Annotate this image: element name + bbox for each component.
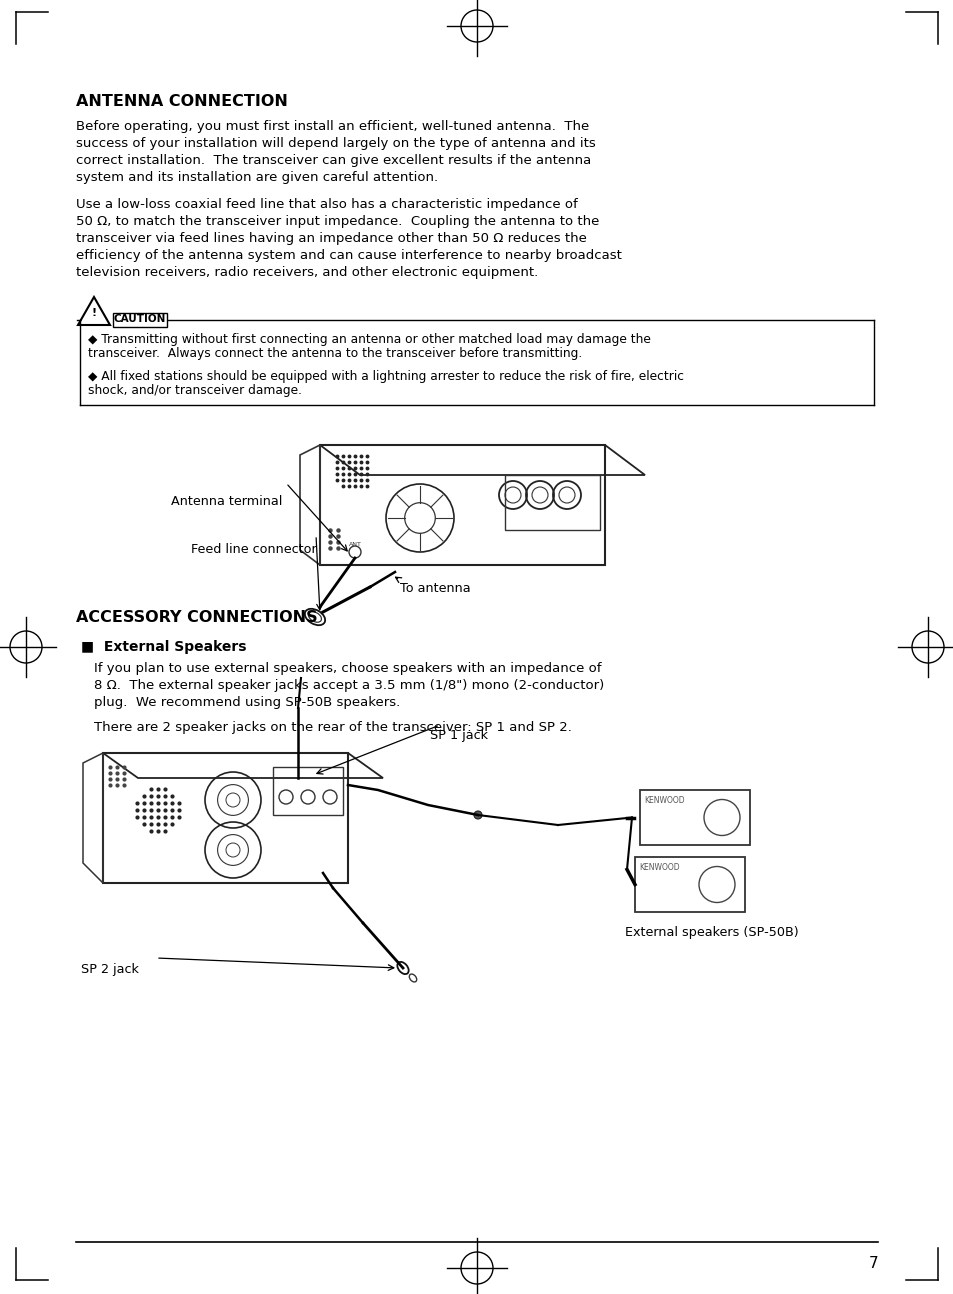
Circle shape	[474, 811, 481, 819]
Bar	[273, 767, 343, 815]
Text: success of your installation will depend largely on the type of antenna and its: success of your installation will depend…	[76, 137, 595, 150]
Bar	[639, 791, 749, 845]
Text: plug.  We recommend using SP-50B speakers.: plug. We recommend using SP-50B speakers…	[94, 696, 400, 709]
Text: shock, and/or transceiver damage.: shock, and/or transceiver damage.	[88, 384, 302, 397]
Bar	[635, 857, 744, 912]
Text: ANT: ANT	[348, 542, 361, 547]
Text: To antenna: To antenna	[399, 582, 470, 595]
Text: KENWOOD: KENWOOD	[639, 863, 679, 872]
Text: SP 2 jack: SP 2 jack	[81, 963, 139, 976]
Text: Use a low-loss coaxial feed line that also has a characteristic impedance of: Use a low-loss coaxial feed line that al…	[76, 198, 578, 211]
Text: Before operating, you must first install an efficient, well-tuned antenna.  The: Before operating, you must first install…	[76, 120, 589, 133]
Text: !: !	[91, 308, 96, 318]
Text: transceiver.  Always connect the antenna to the transceiver before transmitting.: transceiver. Always connect the antenna …	[88, 348, 581, 361]
Text: ◆ Transmitting without first connecting an antenna or other matched load may dam: ◆ Transmitting without first connecting …	[88, 333, 650, 345]
Text: If you plan to use external speakers, choose speakers with an impedance of: If you plan to use external speakers, ch…	[94, 663, 601, 675]
Text: correct installation.  The transceiver can give excellent results if the antenna: correct installation. The transceiver ca…	[76, 154, 591, 167]
Text: 8 Ω.  The external speaker jacks accept a 3.5 mm (1/8") mono (2-conductor): 8 Ω. The external speaker jacks accept a…	[94, 679, 603, 692]
Text: ANTENNA CONNECTION: ANTENNA CONNECTION	[76, 94, 288, 109]
Text: ◆ All fixed stations should be equipped with a lightning arrester to reduce the : ◆ All fixed stations should be equipped …	[88, 370, 683, 383]
Text: External speakers (SP-50B): External speakers (SP-50B)	[624, 927, 798, 939]
Text: 50 Ω, to match the transceiver input impedance.  Coupling the antenna to the: 50 Ω, to match the transceiver input imp…	[76, 215, 598, 228]
Text: television receivers, radio receivers, and other electronic equipment.: television receivers, radio receivers, a…	[76, 267, 537, 280]
Text: ■  External Speakers: ■ External Speakers	[81, 641, 246, 653]
Bar	[504, 475, 599, 531]
Text: transceiver via feed lines having an impedance other than 50 Ω reduces the: transceiver via feed lines having an imp…	[76, 232, 586, 245]
Text: KENWOOD: KENWOOD	[643, 796, 684, 805]
Text: system and its installation are given careful attention.: system and its installation are given ca…	[76, 171, 437, 184]
Text: 7: 7	[867, 1256, 877, 1271]
Text: efficiency of the antenna system and can cause interference to nearby broadcast: efficiency of the antenna system and can…	[76, 248, 621, 261]
Bar	[112, 313, 167, 327]
Text: SP 1 jack: SP 1 jack	[430, 729, 488, 741]
Text: Antenna terminal: Antenna terminal	[171, 496, 282, 509]
Text: Feed line connector: Feed line connector	[191, 543, 316, 556]
Text: There are 2 speaker jacks on the rear of the transceiver: SP 1 and SP 2.: There are 2 speaker jacks on the rear of…	[94, 721, 571, 734]
Text: ACCESSORY CONNECTIONS: ACCESSORY CONNECTIONS	[76, 609, 317, 625]
Text: CAUTION: CAUTION	[113, 314, 166, 324]
